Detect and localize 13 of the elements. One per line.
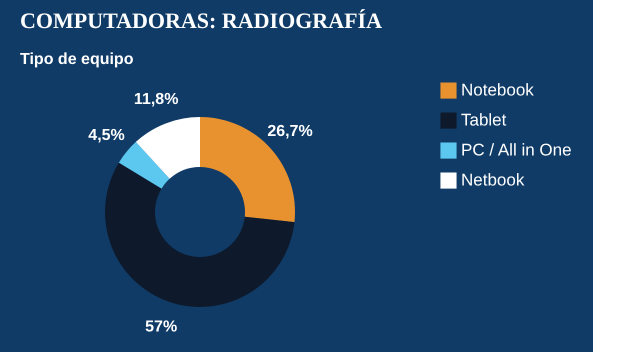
legend-label: Notebook [461, 80, 534, 100]
chart-title: COMPUTADORAS: RADIOGRAFÍA [20, 8, 382, 33]
legend-label: PC / All in One [461, 140, 572, 160]
data-label: 4,5% [88, 127, 125, 144]
donut-slice [105, 162, 294, 307]
donut-slice [136, 117, 200, 179]
data-label: 57% [145, 318, 178, 336]
donut-slice [118, 142, 170, 189]
data-label: 11,8% [134, 91, 178, 108]
data-label: 26,7% [267, 123, 313, 140]
legend-label: Tablet [461, 110, 507, 130]
chart-subtitle: Tipo de equipo [20, 51, 134, 68]
legend-label: Netbook [461, 170, 525, 190]
